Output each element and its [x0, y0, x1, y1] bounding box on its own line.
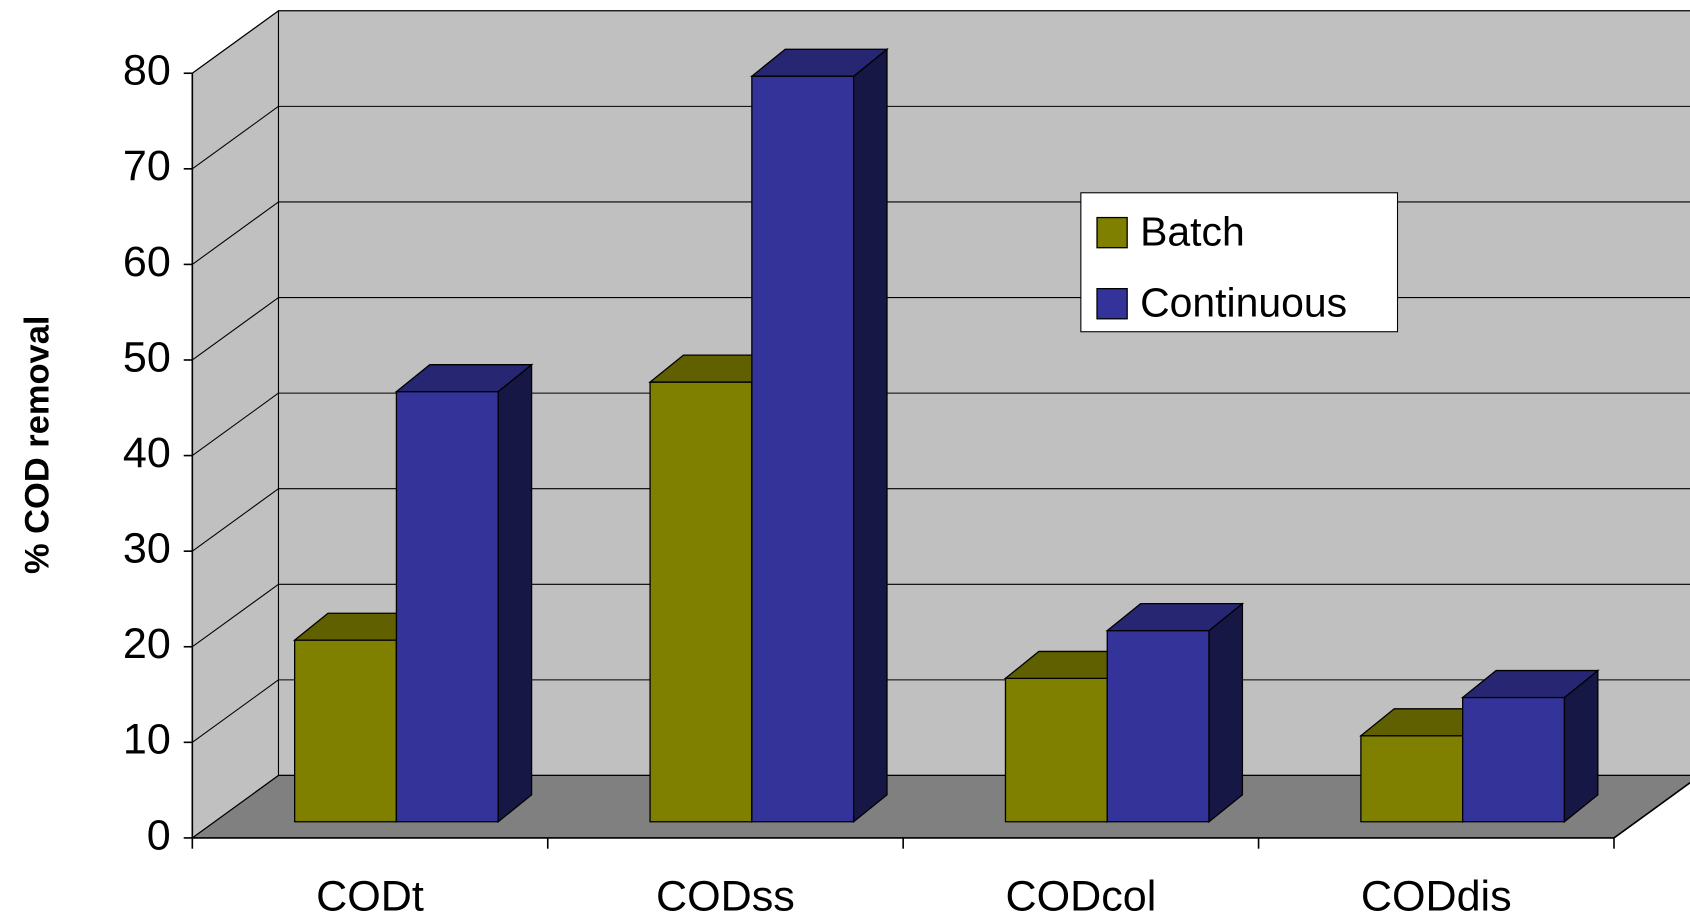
- grid-line-side: [192, 679, 279, 743]
- bar-front: [1106, 629, 1210, 823]
- x-tick-label: CODdis: [1361, 873, 1512, 921]
- bar-top: [1105, 603, 1245, 632]
- y-axis-title: % COD removal: [19, 316, 57, 574]
- bar-front: [294, 639, 398, 823]
- bar-top: [750, 48, 889, 77]
- bar-front: [1360, 735, 1464, 823]
- bar: [1460, 669, 1600, 824]
- bar-front: [1004, 677, 1108, 823]
- bar-front: [751, 75, 855, 823]
- grid-line-side: [192, 583, 279, 648]
- y-tick-label: 60: [123, 238, 171, 286]
- bar-side: [1208, 602, 1244, 824]
- bar: [394, 363, 534, 824]
- legend-label: Continuous: [1140, 280, 1347, 326]
- y-tick-label: 10: [123, 716, 171, 764]
- grid-line-side: [192, 392, 279, 457]
- y-tick-label: 20: [123, 620, 171, 668]
- x-tick-label: CODt: [316, 873, 424, 921]
- grid-line-side: [192, 10, 279, 74]
- y-tick-label: 50: [123, 333, 171, 381]
- grid-line-side: [192, 105, 279, 170]
- bar: [1105, 602, 1245, 824]
- bar-front: [1462, 696, 1566, 823]
- floor-edge: [1613, 781, 1690, 839]
- y-tick-label: 40: [123, 429, 171, 477]
- bar-front: [395, 390, 499, 823]
- grid-line-side: [192, 201, 279, 265]
- x-tick-label: CODcol: [1005, 873, 1156, 921]
- legend-swatch: [1096, 216, 1128, 249]
- legend-swatch: [1096, 287, 1128, 320]
- y-tick-label: 80: [123, 47, 171, 95]
- bar-side: [497, 363, 533, 824]
- bar-side: [852, 47, 888, 824]
- legend-label: Batch: [1140, 209, 1245, 255]
- x-tick-label: CODss: [656, 873, 795, 921]
- bar-top: [394, 364, 534, 393]
- bar: [750, 47, 889, 824]
- bar-front: [649, 381, 753, 823]
- grid-line-side: [192, 297, 279, 361]
- grid-line-side: [192, 775, 279, 839]
- grid-line-side: [192, 488, 279, 552]
- legend-box: [1080, 192, 1399, 333]
- y-tick-label: 0: [147, 811, 171, 859]
- bar-top: [1460, 669, 1600, 699]
- y-tick-label: 30: [123, 525, 171, 573]
- y-tick-label: 70: [123, 142, 171, 190]
